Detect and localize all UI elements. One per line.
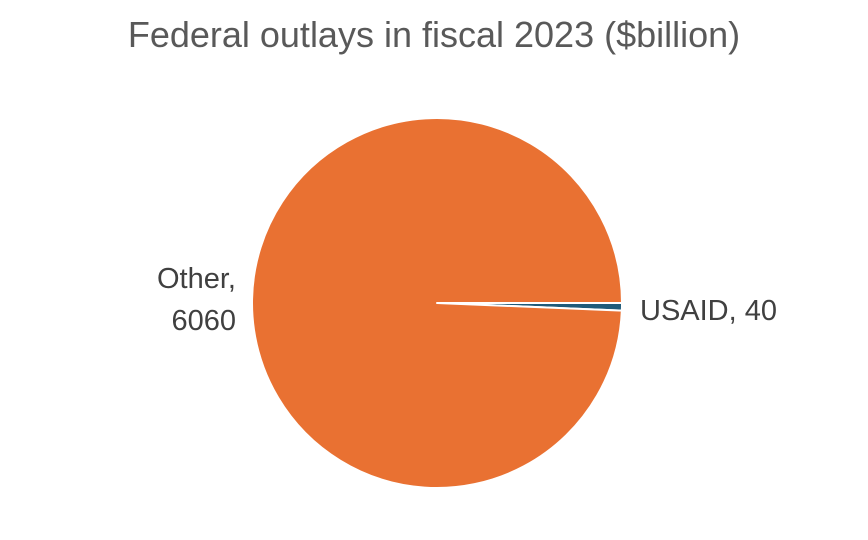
slice-label-line: Other,	[157, 263, 236, 295]
pie-slices	[251, 117, 623, 489]
slice-label-line: USAID, 40	[640, 295, 777, 327]
pie-slice-other	[251, 117, 623, 489]
pie-labels: USAID, 40 Other, 6060	[157, 263, 777, 337]
slice-label-other: Other, 6060	[157, 263, 236, 337]
slice-label-line: 6060	[171, 305, 236, 337]
slice-label-usaid: USAID, 40	[640, 295, 777, 327]
chart-title: Federal outlays in fiscal 2023 ($billion…	[127, 14, 741, 55]
